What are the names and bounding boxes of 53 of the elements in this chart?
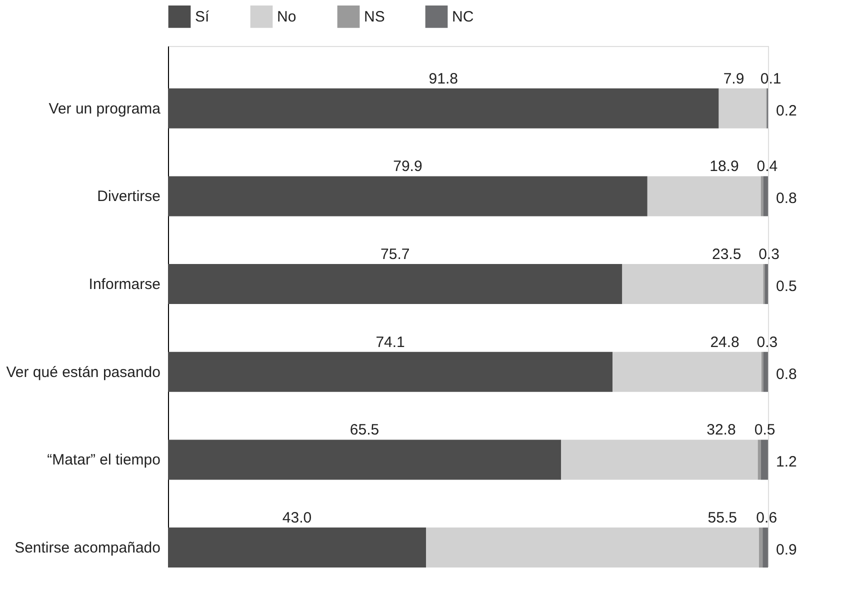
data-label: 55.5 <box>708 510 737 527</box>
bar <box>561 440 758 480</box>
bar <box>763 352 768 392</box>
legend-label: No <box>277 8 296 26</box>
y-tick-label: Informarse <box>88 276 160 294</box>
data-label: 1.2 <box>776 454 797 471</box>
y-tick-label: “Matar” el tiempo <box>47 452 160 469</box>
data-label: 43.0 <box>282 510 312 527</box>
y-tick-label: Sentirse acompañado <box>14 540 160 557</box>
bar <box>622 264 764 304</box>
data-label: 75.7 <box>380 246 410 264</box>
data-label: 0.9 <box>776 542 797 559</box>
data-label: 0.2 <box>776 102 797 120</box>
data-label: 0.3 <box>756 334 778 351</box>
bar <box>765 264 768 304</box>
data-label: 18.9 <box>710 158 739 176</box>
bar <box>762 528 768 568</box>
bar <box>612 352 762 392</box>
bar <box>168 264 622 304</box>
data-label: 0.8 <box>776 366 797 383</box>
data-label: 79.9 <box>393 158 422 176</box>
data-label: 0.5 <box>776 278 797 296</box>
data-label: 65.5 <box>350 422 380 439</box>
bar <box>763 176 768 216</box>
bar <box>168 528 426 568</box>
legend-label: NS <box>364 8 385 26</box>
data-label: 0.3 <box>758 246 780 264</box>
bar <box>760 440 768 480</box>
bar <box>168 440 561 480</box>
y-tick-label: Ver un programa <box>48 100 162 118</box>
data-label: 32.8 <box>706 422 736 439</box>
data-label: 0.8 <box>776 190 797 208</box>
bar <box>168 352 613 392</box>
data-label: 74.1 <box>376 334 405 351</box>
bar <box>718 88 766 128</box>
data-label: 7.9 <box>723 70 744 88</box>
legend-label: Sí <box>195 8 210 26</box>
y-tick-label: Divertirse <box>97 188 160 206</box>
legend-label: NC <box>452 8 474 26</box>
bar <box>168 88 719 128</box>
data-label: 91.8 <box>428 70 458 88</box>
bar <box>168 176 648 216</box>
bar <box>426 528 759 568</box>
data-label: 0.4 <box>756 158 778 176</box>
y-tick-label: Ver qué están pasando <box>6 364 160 381</box>
bar <box>758 440 761 480</box>
bar <box>647 176 761 216</box>
data-label: 0.6 <box>756 510 778 527</box>
data-label: 0.1 <box>760 70 782 88</box>
data-label: 24.8 <box>710 334 740 351</box>
data-label: 23.5 <box>712 246 742 264</box>
bar <box>759 528 763 568</box>
data-label: 0.5 <box>754 422 776 439</box>
